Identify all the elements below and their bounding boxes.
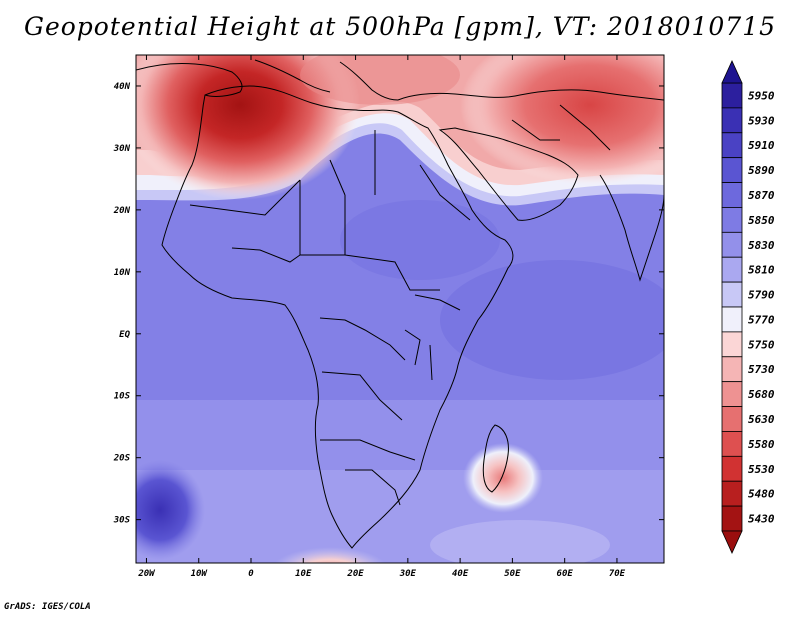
colorbar-label: 5850 xyxy=(748,214,775,227)
lon-tick-label: 20E xyxy=(346,569,364,579)
colorbar-bottom-arrow xyxy=(721,530,743,554)
colorbar-label: 5770 xyxy=(748,313,775,326)
colorbar-label: 5790 xyxy=(748,289,775,302)
colorbar-label: 5890 xyxy=(748,164,775,177)
colorbar-swatch xyxy=(721,505,743,532)
lon-tick-label: 60E xyxy=(557,569,574,579)
grads-credit: GrADS: IGES/COLA xyxy=(4,602,91,612)
colorbar-swatch xyxy=(721,455,743,482)
plot-frame xyxy=(135,54,665,564)
colorbar-swatch xyxy=(721,207,743,233)
lon-tick-label: 0 xyxy=(248,569,254,579)
colorbar-label: 5870 xyxy=(748,189,775,202)
colorbar-swatch xyxy=(721,431,743,457)
colorbar-swatch xyxy=(721,331,743,358)
lat-tick-label: 20N xyxy=(113,206,131,216)
colorbar-swatch xyxy=(721,157,743,183)
colorbar-label: 5580 xyxy=(748,438,775,451)
colorbar-label: 5950 xyxy=(748,89,775,102)
colorbar-swatch xyxy=(721,406,743,432)
colorbar-swatch xyxy=(721,231,743,258)
lon-tick-label: 20W xyxy=(137,569,156,579)
colorbar-label: 5810 xyxy=(748,264,775,277)
colorbar-label: 5680 xyxy=(748,388,775,401)
colorbar-label: 5630 xyxy=(748,413,775,426)
lat-tick-label: 20S xyxy=(113,454,131,464)
colorbar-swatch xyxy=(721,306,743,333)
lat-tick-label: 10N xyxy=(114,268,131,278)
lon-tick-label: 10E xyxy=(295,569,312,579)
colorbar: 5950 5930 5910 5890 5870 5850 5830 5810 5790 5770… xyxy=(721,60,775,554)
colorbar-swatch xyxy=(721,132,743,159)
lon-tick-label: 10W xyxy=(191,569,209,579)
lon-axis: 20W 10W 0 10E 20E 30E 40E 50E 60E 70E xyxy=(137,55,626,579)
colorbar-swatch xyxy=(721,381,743,407)
lat-tick-label: 10S xyxy=(114,392,131,402)
colorbar-label: 5480 xyxy=(748,488,775,501)
colorbar-swatch xyxy=(721,281,743,308)
lat-axis: 40N 30N 20N 10N EQ 10S 20S 30S xyxy=(113,82,664,526)
colorbar-label: 5750 xyxy=(748,338,775,351)
lon-tick-label: 50E xyxy=(504,569,521,579)
colorbar-label: 5430 xyxy=(748,513,775,526)
map-title: Geopotential Height at 500hPa [gpm], VT:… xyxy=(23,12,777,41)
colorbar-swatch xyxy=(721,82,743,109)
lat-tick-label: 30S xyxy=(113,516,131,526)
colorbar-swatch xyxy=(721,256,743,283)
colorbar-swatch xyxy=(721,356,743,383)
colorbar-label: 5930 xyxy=(748,114,775,127)
colorbar-swatch xyxy=(721,107,743,134)
height-field xyxy=(136,55,664,563)
colorbar-label: 5530 xyxy=(748,463,775,476)
colorbar-label: 5730 xyxy=(748,363,775,376)
lon-tick-label: 70E xyxy=(609,569,626,579)
lat-tick-label: EQ xyxy=(119,330,130,340)
colorbar-top-arrow xyxy=(721,60,743,84)
lat-tick-label: 40N xyxy=(114,82,131,92)
lat-tick-label: 30N xyxy=(113,144,131,154)
coastline xyxy=(136,59,664,549)
lon-tick-label: 30E xyxy=(399,569,417,579)
lon-tick-label: 40E xyxy=(452,569,469,579)
colorbar-swatch xyxy=(721,480,743,507)
colorbar-swatch xyxy=(721,182,743,208)
colorbar-label: 5910 xyxy=(748,139,775,152)
colorbar-label: 5830 xyxy=(748,239,775,252)
